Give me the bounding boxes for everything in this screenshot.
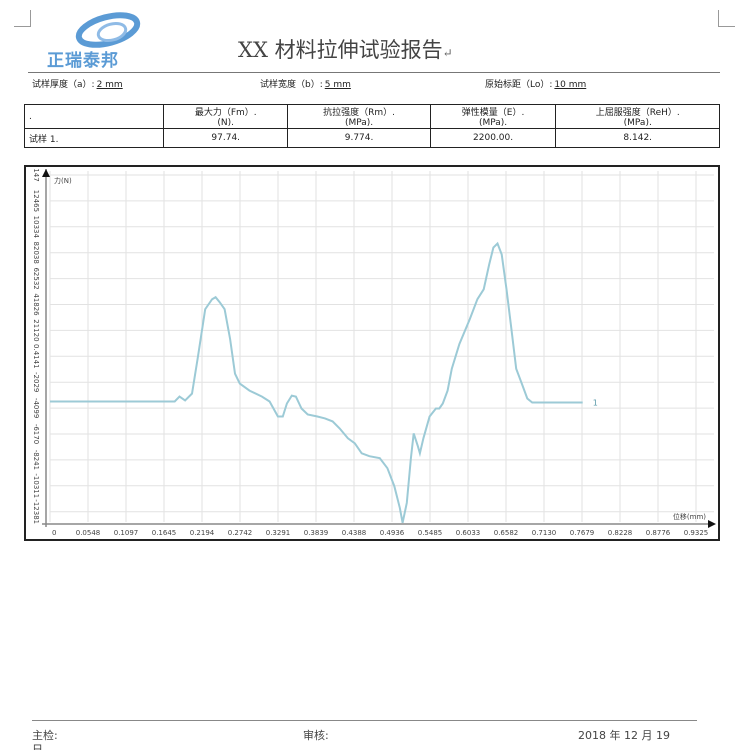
x-tick-label: 0.1645 (152, 529, 177, 537)
x-tick-label: 0.6582 (494, 529, 519, 537)
table-row: 试样 1. 97.74. 9.774. 2200.00. 8.142. (24, 128, 720, 148)
gauge-length-field: 原始标距（Lo）: 10 mm (485, 80, 587, 90)
header-cell: . (24, 104, 164, 129)
x-tick-label: 0.4388 (342, 529, 367, 537)
x-tick-label: 0.1097 (114, 529, 139, 537)
x-tick-label: 0.0548 (76, 529, 101, 537)
x-axis-label: 位移(mm) (673, 512, 706, 521)
header-cell-fm: 最大力（Fm）. (N). (162, 104, 289, 129)
y-tick-label: -4099 (32, 398, 40, 418)
x-tick-label: 0.3839 (304, 529, 329, 537)
x-tick-label: 0.9325 (684, 529, 709, 537)
chart-svg: 0 0.0548 0.1097 0.1645 0.2194 0.2742 0.3291 0.3… (32, 168, 716, 537)
y-tick-label: 0.4141 (32, 344, 40, 369)
header-cell-rm: 抗拉强度（Rm）. (MPa). (287, 104, 431, 129)
title-rule (28, 72, 720, 73)
y-tick-label: -8241 (32, 450, 40, 470)
reviewer-label: 审核: (303, 729, 329, 742)
y-tick-label: -10311 (32, 473, 40, 498)
report-date: 2018 年 12 月 19 (578, 729, 670, 742)
header-cell-reh: 上屈服强度（ReH）. (MPa). (555, 104, 720, 129)
table-header-row: . 最大力（Fm）. (N). 抗拉强度（Rm）. (MPa). 弹性模量（E）.(… (24, 104, 720, 129)
y-tick-label: 12465 (32, 190, 40, 212)
width-field: 试样宽度（b）: 5 mm (260, 80, 351, 90)
fm-value: 97.74. (162, 128, 289, 148)
reh-value: 8.142. (555, 128, 720, 148)
y-tick-label: 10334 (32, 216, 40, 239)
logo-text: 正瑞泰邦 (47, 51, 119, 71)
x-tick-label: 0.6033 (456, 529, 481, 537)
results-table: . 最大力（Fm）. (N). 抗拉强度（Rm）. (MPa). 弹性模量（E）.(… (24, 104, 720, 148)
x-tick-label: 0.7130 (532, 529, 557, 537)
x-tick-label: 0.3291 (266, 529, 291, 537)
header-cell-e: 弹性模量（E）. (MPa). (429, 104, 557, 129)
y-tick-label: -2029 (32, 372, 40, 392)
x-tick-label: 0.2194 (190, 529, 215, 537)
x-axis-arrow (708, 520, 716, 528)
specimen-name: 试样 1. (24, 128, 164, 148)
x-tick-label: 0.4936 (380, 529, 405, 537)
company-logo (75, 12, 141, 48)
inspector-label-cont: 日 (32, 743, 43, 750)
x-tick-label: 0.8776 (646, 529, 671, 537)
rm-value: 9.774. (287, 128, 431, 148)
inspector-label: 主检: (32, 729, 58, 742)
margin-corner-tl (14, 10, 31, 27)
e-value: 2200.00. (429, 128, 557, 148)
x-tick-label: 0.7679 (570, 529, 595, 537)
x-tick-label: 0 (52, 529, 56, 537)
y-tick-label: -12381 (32, 499, 40, 524)
footer-rule (32, 720, 697, 721)
thickness-field: 试样厚度（a）: 2 mm (32, 80, 123, 90)
y-tick-label: -6170 (32, 424, 40, 444)
y-axis-arrow (42, 169, 50, 177)
y-axis-label: 力(N) (54, 176, 72, 185)
force-displacement-chart: 0 0.0548 0.1097 0.1645 0.2194 0.2742 0.3291 0.3… (24, 165, 720, 541)
margin-corner-tr (718, 10, 735, 27)
x-tick-label: 0.2742 (228, 529, 253, 537)
x-tick-label: 0.5485 (418, 529, 443, 537)
y-tick-label: 41826 (32, 293, 40, 316)
y-tick-label: 21120 (32, 319, 40, 341)
y-tick-label: 62532 (32, 267, 40, 289)
force-curve (50, 241, 583, 524)
y-tick-label: 82038 (32, 242, 40, 264)
y-tick-label: 147 (32, 168, 40, 181)
x-tick-label: 0.8228 (608, 529, 633, 537)
series-end-label: 1 (593, 399, 598, 408)
report-title: XX 材料拉伸试验报告↵ (238, 38, 453, 62)
